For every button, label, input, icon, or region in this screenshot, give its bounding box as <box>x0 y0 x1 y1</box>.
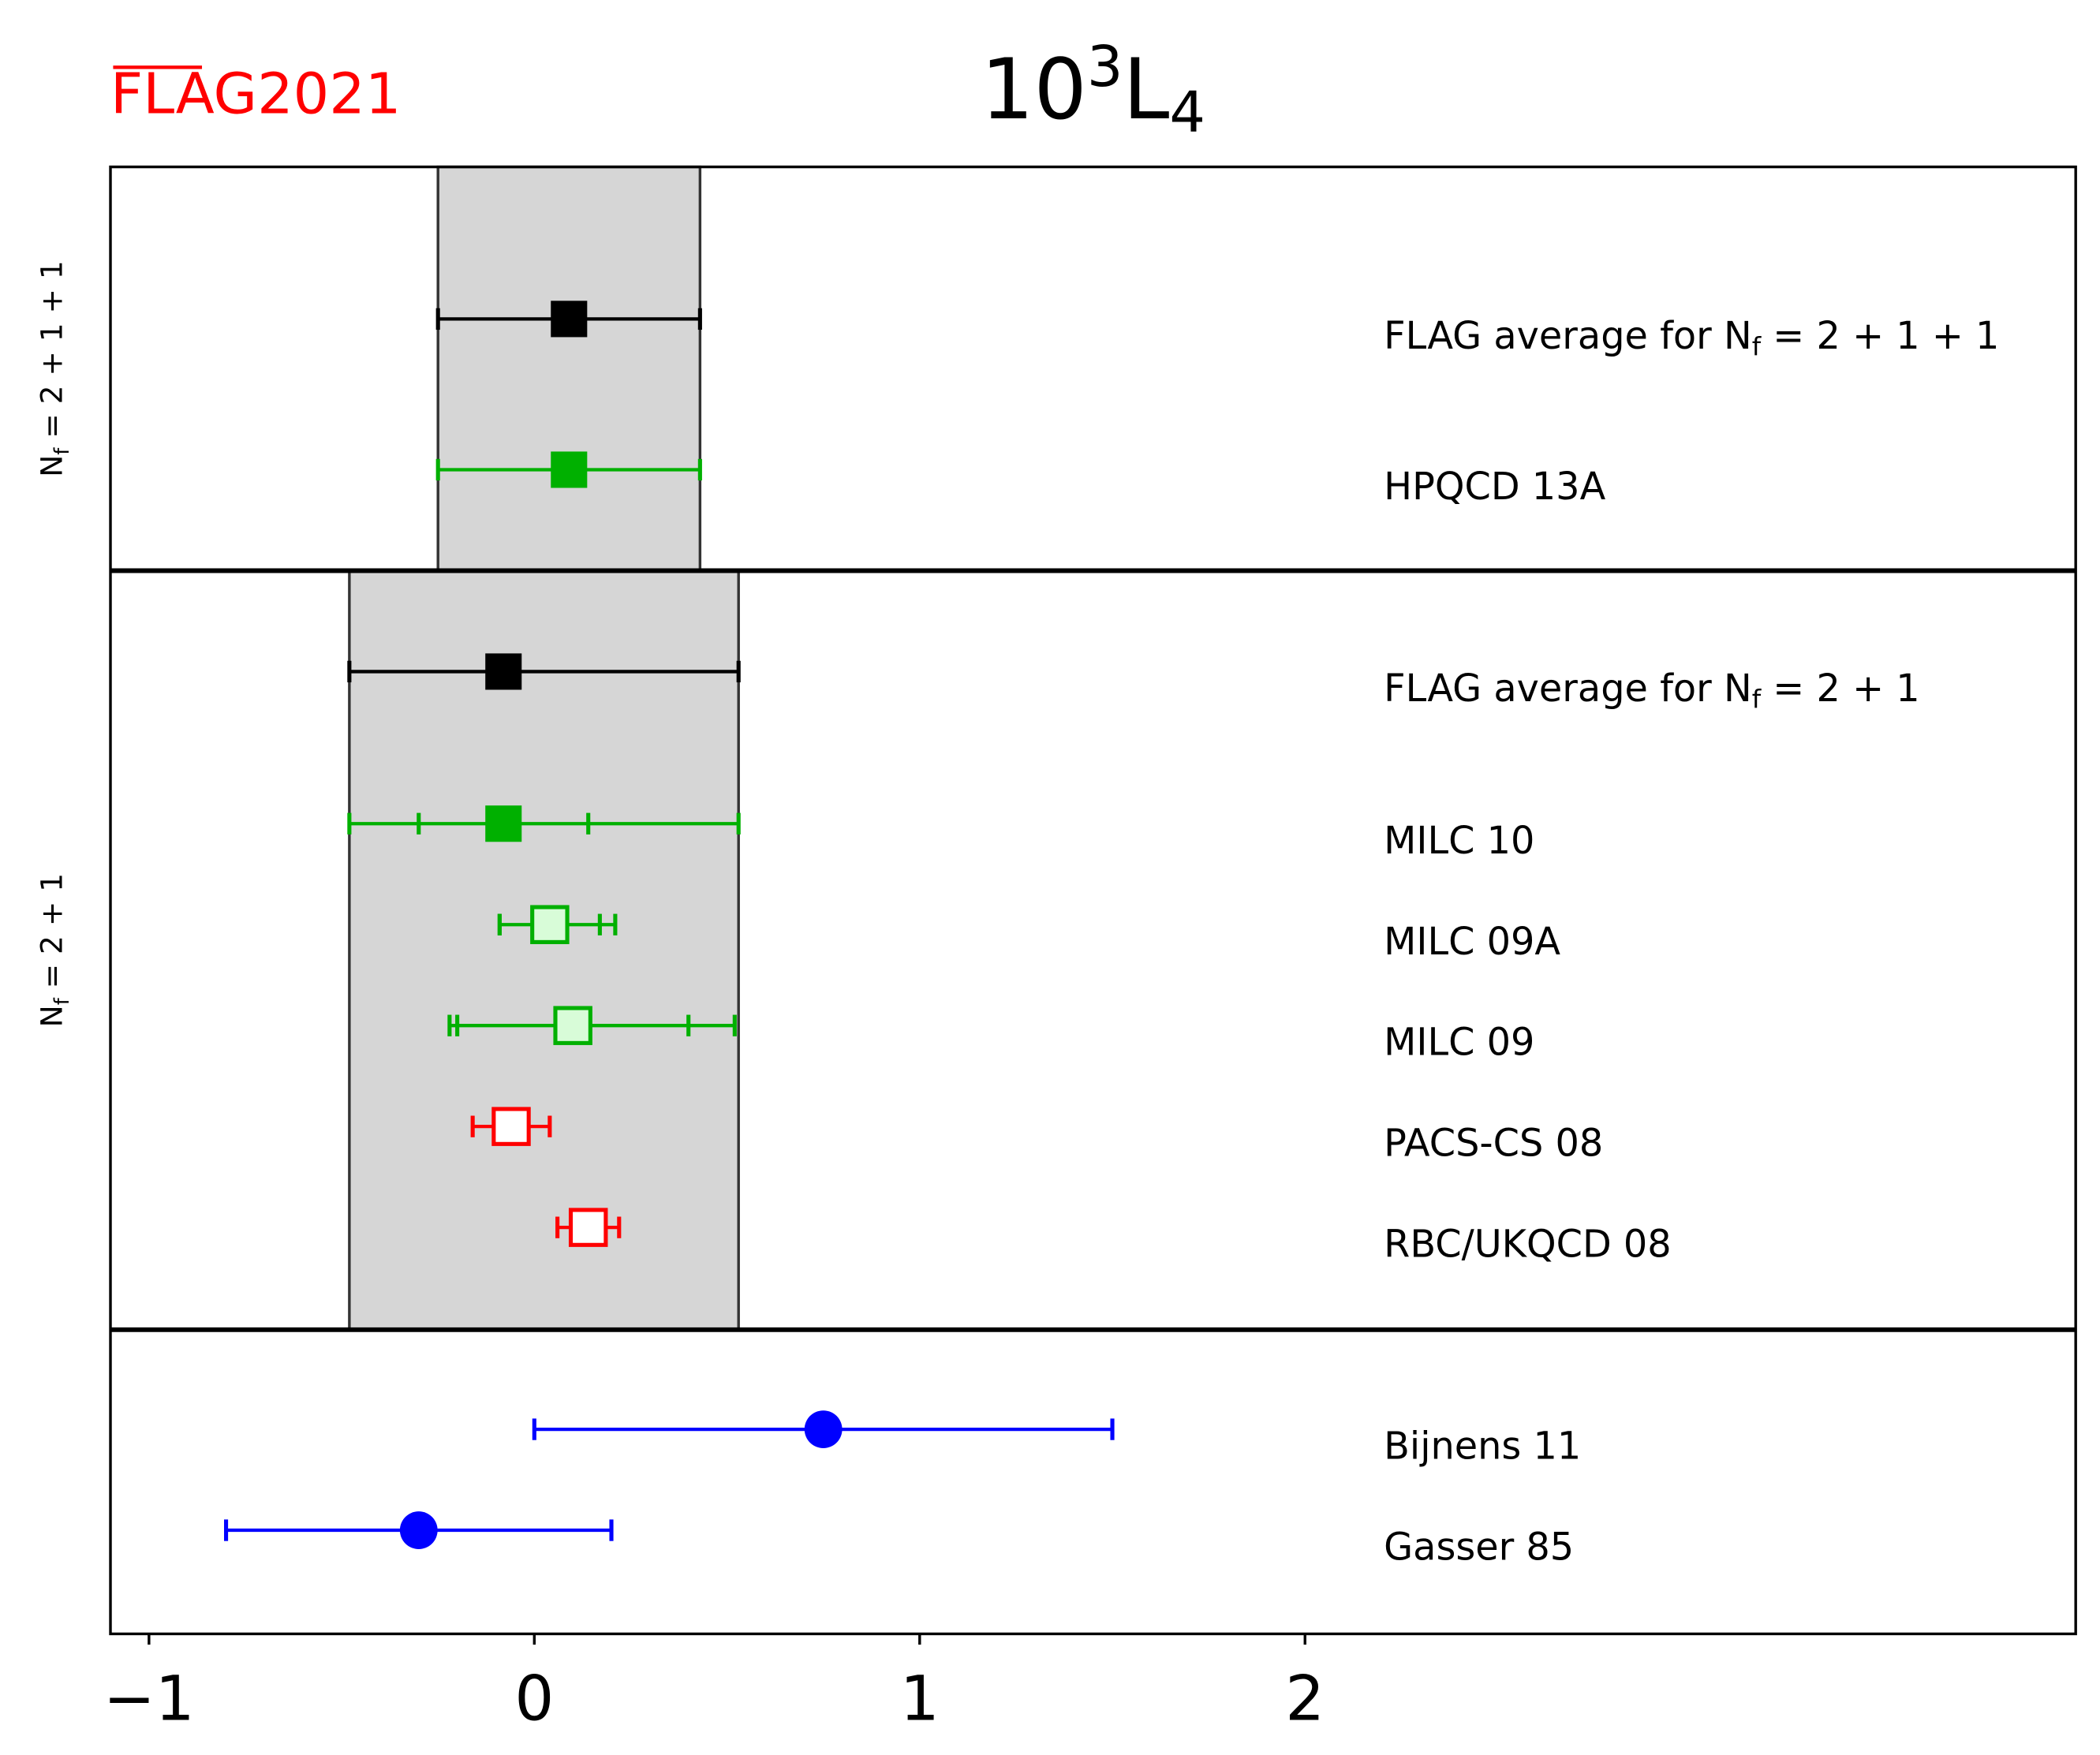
average-band <box>436 165 702 573</box>
data-point <box>551 301 588 338</box>
data-point <box>399 1511 438 1549</box>
data-point <box>491 1107 531 1146</box>
data-point <box>804 1410 843 1448</box>
point-label: MILC 09A <box>1384 920 1560 964</box>
data-point <box>530 905 570 944</box>
point-label: RBC/UKQCD 08 <box>1384 1223 1672 1267</box>
x-tick-label: 1 <box>900 1663 940 1735</box>
point-label: FLAG average for Nf = 2 + 1 + 1 <box>1384 315 1999 362</box>
x-tick-label: −1 <box>103 1663 195 1735</box>
point-label: MILC 10 <box>1384 820 1534 863</box>
point-label: HPQCD 13A <box>1384 465 1605 509</box>
point-label: PACS-CS 08 <box>1384 1122 1603 1166</box>
panel-label: Nf = 2 + 1 + 1 <box>35 260 75 477</box>
point-label: MILC 09 <box>1384 1021 1534 1065</box>
chart-title: 103L4 <box>981 33 1205 145</box>
data-point <box>553 1006 592 1045</box>
x-tick-label: 2 <box>1285 1663 1325 1735</box>
data-point <box>485 805 522 842</box>
data-point <box>551 451 588 488</box>
panel-label: Nf = 2 + 1 <box>35 873 75 1027</box>
plot-frame <box>109 165 2077 1636</box>
average-band <box>348 569 740 1331</box>
point-label: Bijnens 11 <box>1384 1425 1581 1469</box>
flag-logo: FLAG2021 <box>110 60 401 126</box>
point-label: Gasser 85 <box>1384 1526 1574 1570</box>
point-label: FLAG average for Nf = 2 + 1 <box>1384 667 1920 715</box>
x-tick-label: 0 <box>514 1663 554 1735</box>
data-point <box>485 653 522 690</box>
data-point <box>568 1208 608 1247</box>
